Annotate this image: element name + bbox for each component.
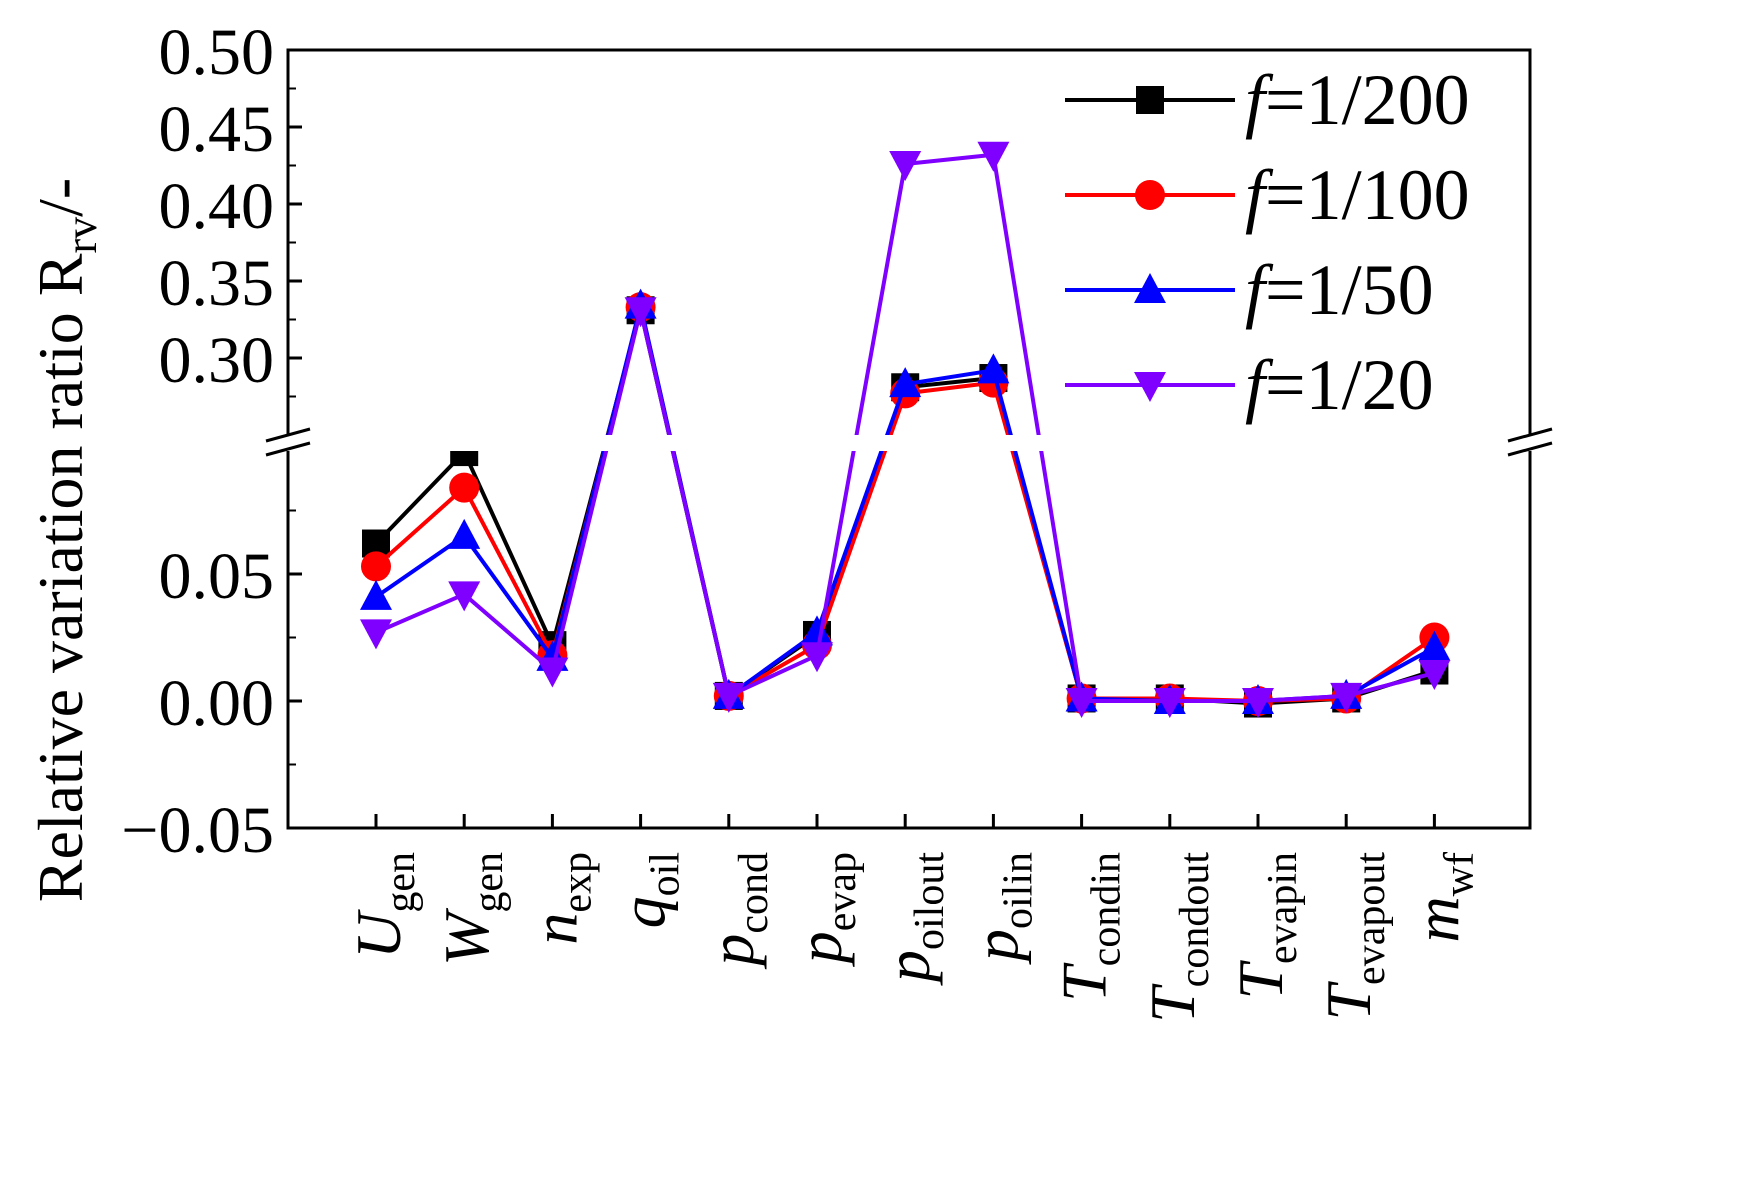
data-point <box>361 551 391 582</box>
data-point <box>977 141 1010 172</box>
axes-layer: 0.300.350.400.450.50 −0.05 0.00 0.05 UgenWge… <box>121 16 1553 1023</box>
x-tick-label: Ugen <box>343 852 424 959</box>
axis-break-mark <box>1507 427 1553 443</box>
y-tick-label: 0.00 <box>159 667 275 740</box>
data-point <box>977 353 1010 384</box>
plot-frame-lower <box>286 451 1532 830</box>
y-tick-label: 0.30 <box>159 324 275 397</box>
legend-label: f=1/100 <box>1245 155 1470 235</box>
y-tick-label: −0.05 <box>121 794 274 867</box>
data-point <box>801 642 833 673</box>
data-point <box>1065 688 1098 718</box>
data-point <box>1153 688 1186 718</box>
x-tick-label: Tcondout <box>1137 852 1218 1023</box>
data-point <box>1330 682 1363 713</box>
series-3 <box>360 141 1451 718</box>
x-tick-label: Tevapout <box>1313 852 1394 1021</box>
y-tick-label: 0.40 <box>159 170 275 243</box>
y-tick-label: 0.50 <box>159 16 275 89</box>
legend-marker <box>1135 180 1165 210</box>
data-point <box>448 581 481 612</box>
data-point <box>448 518 481 549</box>
y-tick-label: 0.45 <box>159 93 275 166</box>
legend-label: f=1/50 <box>1245 250 1434 330</box>
data-point <box>1418 630 1451 661</box>
data-point <box>536 657 569 688</box>
axis-break-mark <box>265 441 311 457</box>
x-tick-label: pevap <box>784 852 865 967</box>
data-point <box>801 615 833 646</box>
axis-break-mark <box>265 427 311 443</box>
x-tick-label: pcond <box>696 852 777 970</box>
data-point <box>1242 688 1274 718</box>
x-tick-label: qoil <box>608 852 689 928</box>
data-point <box>624 297 657 328</box>
legend-label: f=1/20 <box>1245 345 1434 425</box>
x-tick-label: Tevapin <box>1225 852 1306 1000</box>
series-layer <box>290 141 1528 718</box>
legend-marker <box>1134 273 1166 303</box>
x-tick-label: Tcondin <box>1049 852 1130 1002</box>
data-point <box>1418 660 1451 691</box>
x-tick-label: nexp <box>519 852 600 945</box>
x-tick-label: mwf <box>1401 852 1482 943</box>
y-tick-label: 0.05 <box>159 540 275 613</box>
data-point <box>889 150 922 181</box>
legend-marker <box>1134 372 1166 402</box>
x-tick-label: poilin <box>960 852 1041 965</box>
x-tick-label: poilout <box>872 852 953 986</box>
legend-label: f=1/200 <box>1245 60 1470 140</box>
data-point <box>712 682 745 713</box>
axis-break-gap <box>290 435 1528 451</box>
data-point <box>360 619 392 650</box>
legend-marker <box>1136 86 1164 114</box>
axis-break-mark <box>1507 441 1553 457</box>
data-point <box>360 579 392 610</box>
y-axis-label: Relative variation ratio Rrv/- <box>25 178 106 902</box>
x-tick-label: Wgen <box>431 852 512 966</box>
legend: f=1/200 f=1/100 f=1/50 f=1/20 <box>1065 60 1470 425</box>
y-tick-label: 0.35 <box>159 247 275 320</box>
data-point <box>889 367 922 398</box>
data-point <box>449 472 480 503</box>
